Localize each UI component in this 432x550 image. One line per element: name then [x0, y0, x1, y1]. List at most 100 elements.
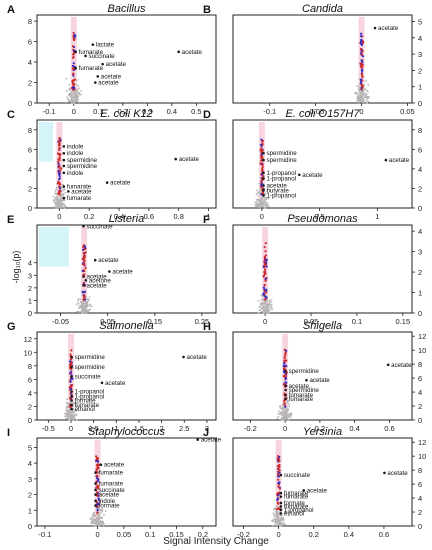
data-point — [355, 91, 358, 94]
significant-point — [276, 492, 279, 495]
labeled-point — [297, 173, 301, 177]
labeled-point — [383, 471, 386, 475]
significant-point — [57, 162, 60, 166]
data-point — [91, 516, 94, 518]
significant-point — [69, 353, 72, 356]
data-point — [68, 94, 70, 97]
y-tick-label: 4 — [418, 34, 422, 43]
significant-point — [283, 357, 286, 360]
data-point — [257, 311, 260, 314]
labeled-point — [284, 393, 287, 397]
data-point — [281, 406, 284, 409]
labeled-point — [182, 355, 185, 359]
y-tick-label: 4 — [28, 389, 32, 398]
significant-point — [96, 494, 99, 497]
x-tick-label: 0.1 — [352, 317, 362, 326]
y-tick-label: 0 — [418, 99, 422, 108]
panel-title: E. coli O157H7 — [286, 108, 361, 120]
data-point — [282, 521, 285, 524]
data-point — [269, 306, 272, 309]
data-point — [78, 311, 80, 313]
data-point — [56, 201, 59, 204]
significant-point — [72, 38, 76, 42]
labeled-point — [284, 388, 287, 392]
significant-point — [95, 491, 99, 494]
data-point — [274, 524, 277, 527]
significant-point — [95, 474, 99, 477]
x-tick-label: 0.05 — [304, 317, 319, 326]
data-point — [277, 410, 280, 412]
labeled-point — [262, 171, 265, 175]
data-point — [57, 198, 60, 201]
significant-point — [56, 182, 60, 185]
data-point — [260, 307, 263, 310]
data-point — [56, 192, 58, 195]
labeled-point — [94, 504, 97, 507]
data-point — [71, 410, 74, 412]
data-point — [278, 519, 280, 521]
point-label: succinate — [284, 472, 311, 479]
data-point — [280, 517, 282, 520]
panel-letter: A — [7, 4, 15, 16]
y-tick-label: 2 — [418, 508, 422, 517]
significance-band — [70, 17, 77, 102]
significant-point — [261, 166, 264, 169]
y-tick-label: 3 — [28, 271, 32, 280]
data-point — [98, 516, 101, 519]
data-point — [259, 191, 262, 194]
data-point — [77, 87, 80, 90]
x-tick-label: 0.2 — [118, 107, 128, 116]
significant-point — [58, 178, 61, 181]
data-point — [287, 419, 290, 421]
point-label: acetate — [201, 437, 222, 444]
data-point — [63, 206, 66, 209]
data-point — [362, 90, 365, 92]
significant-point — [83, 296, 86, 299]
data-point — [267, 304, 270, 306]
data-point — [256, 206, 259, 208]
data-point — [279, 523, 282, 526]
data-point — [288, 415, 291, 418]
data-point — [65, 417, 67, 420]
data-point — [356, 99, 359, 102]
point-label: formate — [284, 500, 306, 507]
point-label: fumarate — [79, 65, 104, 72]
highlight-region — [39, 227, 69, 267]
labeled-point — [62, 196, 66, 200]
y-tick-label: 6 — [418, 145, 422, 154]
point-label: indole — [67, 143, 84, 150]
point-label: acetate — [71, 188, 92, 195]
data-point — [282, 524, 285, 527]
data-point — [56, 202, 59, 205]
labeled-point — [94, 81, 97, 84]
data-point — [99, 523, 102, 525]
labeled-point — [99, 463, 103, 467]
data-point — [288, 405, 291, 408]
significant-point — [57, 169, 60, 172]
significant-point — [263, 283, 266, 286]
point-label: 1-propanol — [284, 507, 314, 514]
panel-G: G Salmonella -0.5 0 0.5 1 1.5 2 2.5 3 0 2 4 6 8 10 12 spe… — [7, 320, 217, 433]
significant-point — [261, 167, 264, 171]
significant-point — [264, 254, 267, 257]
significant-point — [95, 468, 99, 471]
data-point — [262, 202, 265, 205]
significant-point — [70, 349, 73, 352]
data-point — [79, 306, 82, 309]
labeled-point — [70, 375, 73, 378]
data-point — [258, 305, 261, 308]
point-label: spermidine — [67, 163, 98, 170]
y-tick-label: 1 — [418, 83, 422, 92]
data-point — [71, 411, 74, 414]
labeled-point — [62, 164, 66, 168]
data-point — [273, 508, 276, 511]
data-point — [69, 93, 72, 96]
data-point — [102, 523, 105, 525]
labeled-point — [262, 158, 265, 162]
significant-point — [69, 360, 72, 363]
significant-point — [71, 377, 74, 380]
y-tick-label: 6 — [28, 375, 32, 384]
significant-point — [359, 64, 363, 68]
data-point — [287, 412, 290, 415]
data-point — [80, 310, 82, 313]
